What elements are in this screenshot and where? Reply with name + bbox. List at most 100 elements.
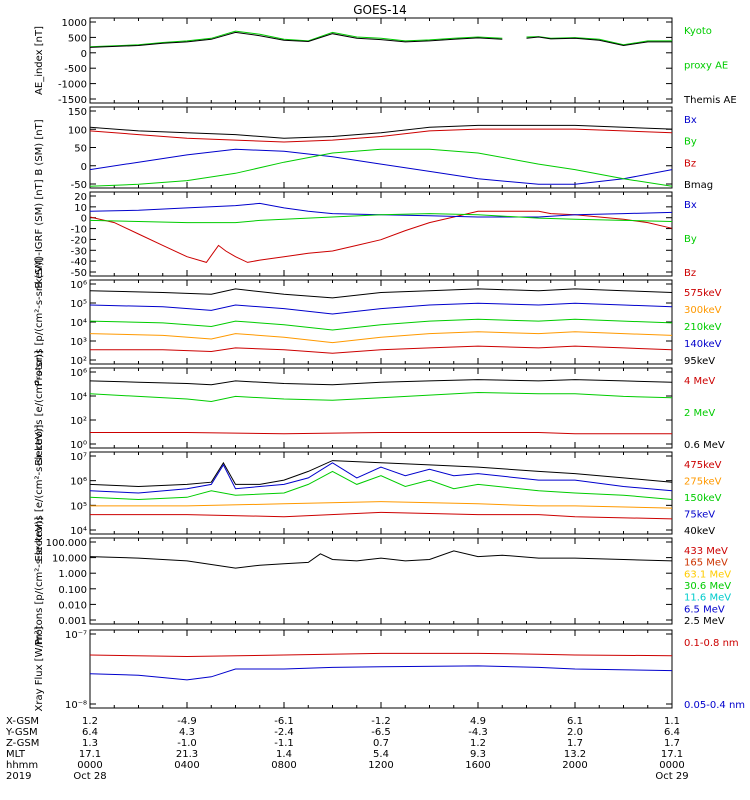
series-line-0-05-0-4-nm	[89, 665, 673, 681]
panel-2: 150 100 50 0 -50 B (SM) [nT] Bx By Bz Bmag	[34, 106, 713, 191]
ephemeris-value: -4.9	[177, 716, 197, 727]
ephemeris-value: 5.4	[373, 749, 389, 760]
y-tick-label: 10⁻⁷	[65, 630, 87, 641]
y-tick-label: -10	[71, 225, 87, 236]
legend-label: Bmag	[684, 180, 713, 191]
legend-label: 6.5 MeV	[684, 604, 725, 615]
legend-label: Themis AE	[683, 95, 737, 106]
ephemeris-value: 1.3	[82, 738, 98, 749]
series-line-bz	[89, 128, 673, 143]
series-line-575kev	[90, 345, 673, 354]
legend-label: 40keV	[684, 526, 715, 537]
series-line-bx	[89, 202, 673, 218]
series-line-bz	[89, 210, 673, 263]
legend-label: 0.05-0.4 nm	[684, 700, 745, 711]
ephemeris-value: 0800	[271, 760, 296, 771]
ephemeris-value: 0400	[174, 760, 199, 771]
y-tick-label: 0	[81, 214, 87, 225]
ephemeris-value: 13.2	[564, 749, 586, 760]
series-line-4-mev	[90, 432, 672, 435]
ephemeris-row-label: X-GSM	[6, 716, 39, 727]
y-tick-label: 10⁶	[70, 280, 87, 291]
legend-label: 2.5 MeV	[684, 616, 725, 627]
legend-label: 11.6 MeV	[684, 593, 731, 604]
ephemeris-value: 0000	[77, 760, 102, 771]
legend-label: 75keV	[684, 510, 715, 521]
legend-label: Kyoto	[684, 26, 712, 37]
series-line-bx	[89, 148, 673, 185]
legend-label: 4 MeV	[684, 376, 715, 387]
ephemeris-value: 1.7	[567, 738, 583, 749]
legend-label: 210keV	[684, 322, 722, 333]
legend-label: Bz	[684, 268, 696, 279]
y-tick-label: 10⁶	[70, 477, 87, 488]
legend-label: 275keV	[684, 477, 722, 488]
y-axis-label: Xray Flux [W/m²]	[34, 626, 45, 711]
series-line-2-mev	[89, 391, 673, 403]
figure-title: GOES-14	[353, 3, 407, 17]
y-tick-label: 10⁵	[70, 501, 87, 512]
y-tick-label: 0	[81, 49, 87, 60]
y-tick-label: 20	[74, 192, 87, 203]
ephemeris-value: 1.1	[664, 716, 680, 727]
ephemeris-value: 1.7	[664, 738, 680, 749]
y-tick-label: 10	[74, 203, 87, 214]
y-tick-label: 100	[68, 125, 87, 136]
y-tick-label: 50	[74, 144, 87, 155]
legend-label: 0.1-0.8 nm	[684, 638, 739, 649]
y-tick-label: -50	[71, 180, 87, 191]
ephemeris-value: 4.3	[179, 727, 195, 738]
legend-label: 300keV	[684, 305, 722, 316]
panel-frame	[89, 191, 673, 277]
ephemeris-value: 1600	[465, 760, 490, 771]
legend-label: Bx	[684, 200, 697, 211]
panel-8: 10⁻⁷ 10⁻⁸ Xray Flux [W/m²] 0.1-0.8 nm 0.05-0…	[34, 626, 745, 711]
series-line-by	[89, 148, 673, 187]
ephemeris-value: -6.5	[371, 727, 391, 738]
ephemeris-row-label: Z-GSM	[6, 738, 39, 749]
y-tick-label: 0.010	[58, 600, 87, 611]
legend-label: 95keV	[684, 356, 715, 367]
y-tick-label: 10²	[70, 356, 87, 367]
y-tick-label: -1000	[58, 80, 87, 91]
series-line-150kev	[89, 470, 673, 501]
y-tick-label: 1000	[62, 18, 87, 29]
ephemeris-value: 21.3	[176, 749, 198, 760]
legend-label: 475keV	[684, 460, 722, 471]
panel-6: 10⁷ 10⁶ 10⁵ 10⁴ Electrons [e/(cm²-s-sr-keV)]…	[34, 424, 722, 561]
ephemeris-row-label: MLT	[6, 749, 26, 760]
y-tick-label: 10.000	[52, 554, 87, 565]
y-tick-label: 0.100	[58, 585, 87, 596]
series-line-0-6-mev	[89, 379, 673, 386]
panel-frame	[89, 537, 673, 625]
y-axis-label: AE_index [nT]	[34, 26, 45, 95]
legend-label: Bx	[684, 115, 697, 126]
series-line-300kev	[89, 331, 673, 344]
ephemeris-value: Oct 29	[655, 771, 688, 782]
y-tick-label: 10⁴	[70, 392, 87, 403]
y-tick-label: 150	[68, 107, 87, 118]
ephemeris-value: 1.2	[82, 716, 98, 727]
series-line-95kev	[89, 288, 673, 299]
legend-label: Bz	[684, 158, 696, 169]
legend-label: 63.1 MeV	[684, 569, 731, 580]
ephemeris-value: -1.0	[177, 738, 197, 749]
ephemeris-value: 4.9	[470, 716, 486, 727]
y-tick-label: 10⁷	[70, 452, 87, 463]
series-line-475kev	[90, 511, 673, 520]
ephemeris-row-label: hhmm	[6, 760, 38, 771]
ephemeris-value: 6.4	[82, 727, 98, 738]
legend-label: 0.6 MeV	[684, 440, 725, 451]
panel-1: 1000 500 0 -500 -1000 -1500 AE_index [nT] Kyoto…	[34, 17, 737, 106]
ephemeris-value: -6.1	[274, 716, 294, 727]
legend-label: 433 MeV	[684, 546, 728, 557]
panel-7: 100.000 10.000 1.000 0.100 0.010 0.001 Protons…	[34, 517, 731, 645]
y-tick-label: -40	[71, 257, 87, 268]
ephemeris-value: 2000	[562, 760, 587, 771]
ephemeris-value: 1.2	[470, 738, 486, 749]
series-line-themis-ae	[89, 31, 672, 48]
y-tick-label: 500	[68, 33, 87, 44]
legend-label: 150keV	[684, 493, 722, 504]
ephemeris-value: 2.0	[567, 727, 583, 738]
